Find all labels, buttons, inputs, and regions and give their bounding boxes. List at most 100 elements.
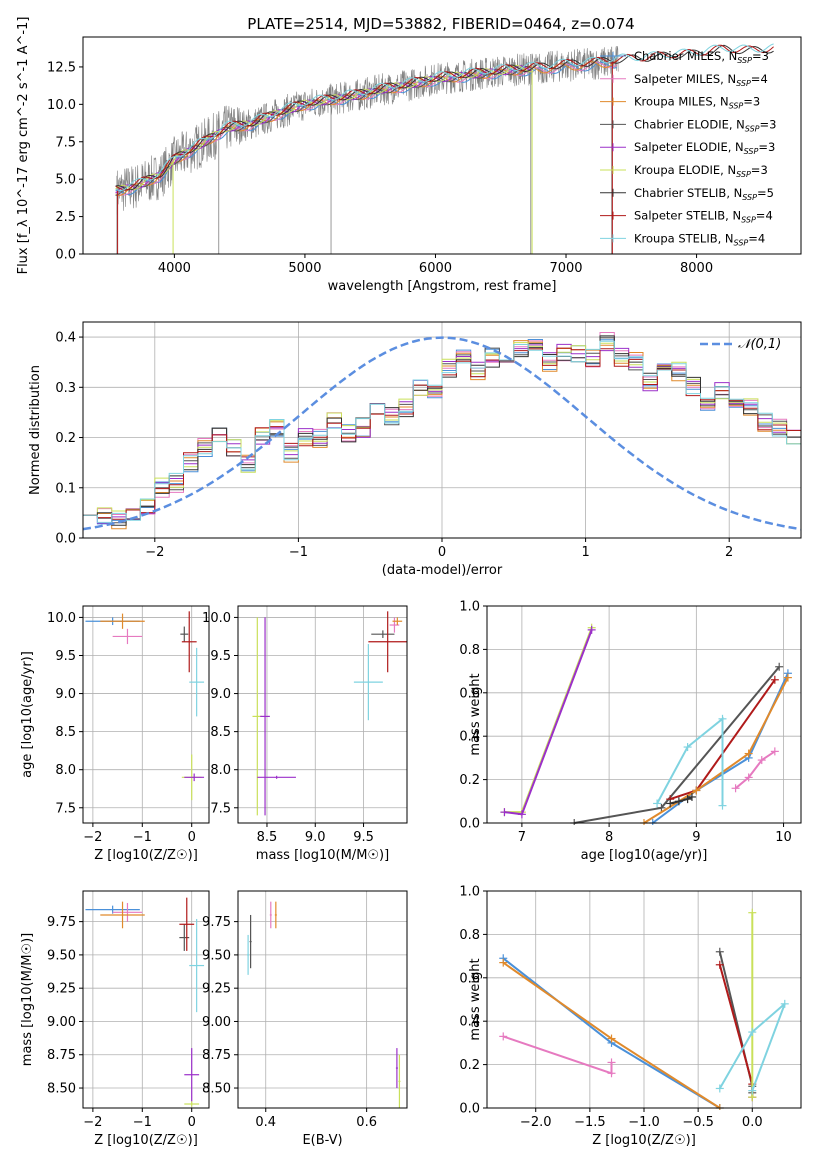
x-axis-label: Z [log10(Z/Z☉)] <box>592 1133 696 1148</box>
errorbar-point <box>260 617 270 816</box>
weight-marker <box>715 947 724 956</box>
plot-area <box>500 623 792 825</box>
x-tick-label: −1.0 <box>628 1115 660 1130</box>
legend-entry-name: Chabrier ELODIE <box>634 117 729 131</box>
y-tick-label: 9.00 <box>47 1015 76 1030</box>
x-axis-label: E(B-V) <box>302 1133 342 1148</box>
weight-marker <box>757 756 766 765</box>
y-tick-label: 0.8 <box>459 643 480 658</box>
weight-marker <box>744 749 753 758</box>
x-tick-label: −0.5 <box>682 1115 714 1130</box>
errorbar-point <box>179 924 190 951</box>
y-axis-label: age [log10(age/yr)] <box>20 651 35 778</box>
x-tick-label: 0 <box>438 545 446 560</box>
y-tick-label: 8.5 <box>210 725 231 740</box>
legend-entry-equals: = <box>751 163 761 177</box>
plot-area <box>252 611 407 816</box>
y-tick-label: 8.75 <box>47 1048 76 1063</box>
legend-entry-equals: = <box>757 186 767 200</box>
figure-title: PLATE=2514, MJD=53882, FIBERID=0464, z=0… <box>247 15 634 33</box>
axes-frame <box>82 36 802 255</box>
weight-marker <box>587 625 596 634</box>
weight-marker <box>692 786 701 795</box>
weight-marker <box>748 1086 757 1095</box>
y-tick-label: 8.75 <box>202 1048 231 1063</box>
plot-area <box>499 908 789 1110</box>
legend-entry: Chabrier ELODIE, NSSP=3 <box>634 117 776 133</box>
errorbar-point <box>179 897 195 951</box>
errorbar-point <box>184 773 205 782</box>
weight-marker <box>780 999 789 1008</box>
errorbar-point <box>100 613 145 629</box>
legend-entry-name: Salpeter STELIB <box>634 209 725 223</box>
errorbar-point <box>274 901 277 929</box>
weight-marker <box>674 797 683 806</box>
legend-entry-name: Salpeter MILES <box>634 72 720 86</box>
x-axis-label: age [log10(age/yr)] <box>581 848 708 863</box>
weight-line-chabrier-elodie <box>574 666 780 824</box>
x-tick-label: 9.5 <box>353 830 374 845</box>
mass-age-panel: 8.5 9.0 9.5 7.5 8.0 8.5 9.0 9.5 10.0 mass [log10(… <box>202 605 408 863</box>
weight-marker <box>748 908 757 917</box>
legend-entry: Salpeter STELIB, NSSP=4 <box>634 209 773 225</box>
weight-line-salpeter-miles <box>502 1035 613 1075</box>
legend-entry-name: Salpeter ELODIE <box>634 140 728 154</box>
errorbar-point <box>184 1048 200 1102</box>
weight-marker <box>744 773 753 782</box>
legend-entry-subscript: SSP <box>734 238 749 247</box>
legend-entry-subscript: SSP <box>745 124 760 133</box>
x-axis-label: wavelength [Angstrom, rest frame] <box>328 279 557 294</box>
legend-entry-nssp: 4 <box>760 72 767 86</box>
y-tick-label: 9.50 <box>47 948 76 963</box>
legend-entry-name: Kroupa STELIB <box>634 231 718 245</box>
legend-entry: Salpeter MILES, NSSP=4 <box>634 72 768 88</box>
legend-entry: Salpeter ELODIE, NSSP=3 <box>634 140 775 156</box>
weight-marker <box>770 675 779 684</box>
plot-area <box>85 611 205 801</box>
errorbar-point <box>249 914 252 969</box>
y-tick-label: 10.0 <box>47 98 76 113</box>
x-tick-label: 0 <box>188 1115 196 1130</box>
weight-marker <box>517 810 526 819</box>
legend-entry-nssp-prefix: , N <box>720 163 736 177</box>
legend-entry-subscript: SSP <box>737 56 752 65</box>
x-axis-label: Z [log10(Z/Z☉)] <box>94 848 198 863</box>
y-tick-label: 7.5 <box>55 801 76 816</box>
legend-entry-subscript: SSP <box>736 170 751 179</box>
y-tick-label: 9.5 <box>210 649 231 664</box>
x-tick-label: 8 <box>605 830 613 845</box>
legend-entry-equals: = <box>748 231 758 245</box>
y-tick-label: 8.50 <box>47 1082 76 1097</box>
weight-marker <box>715 1084 724 1093</box>
legend-entry-subscript: SSP <box>729 102 744 111</box>
legend-entry: Kroupa ELODIE, NSSP=3 <box>634 163 768 179</box>
y-tick-label: 9.0 <box>55 687 76 702</box>
errorbar-point <box>368 611 407 673</box>
extinction-mass-panel: 0.4 0.6 8.50 8.75 9.00 9.25 9.50 9.75 E(B-V) <box>202 890 408 1148</box>
plot-area <box>247 901 401 1108</box>
weight-line-kroupa-stelib <box>656 716 724 806</box>
model-spectrum-chabrier-stelib <box>115 44 774 191</box>
x-tick-label: 7000 <box>549 261 582 276</box>
y-tick-label: 8.5 <box>55 725 76 740</box>
x-tick-label: 7 <box>518 830 526 845</box>
histogram-salpeter-stelib <box>83 347 801 538</box>
weight-line-chabrier-stelib <box>669 796 693 805</box>
axes-frame <box>82 605 210 824</box>
legend-entry-nssp: 4 <box>758 231 765 245</box>
y-tick-label: 0.3 <box>55 381 76 396</box>
x-tick-label: −1 <box>289 545 308 560</box>
y-tick-label: 0.2 <box>55 431 76 446</box>
legend-entry-subscript: SSP <box>736 79 751 88</box>
errorbar-point <box>112 628 143 645</box>
y-tick-label: 0.0 <box>459 1102 480 1117</box>
legend-entry-nssp: 3 <box>753 95 760 109</box>
y-axis-label: Normed distribution <box>28 365 43 495</box>
legend-entry-name: Chabrier STELIB <box>634 186 726 200</box>
y-tick-label: 10.0 <box>202 611 231 626</box>
spectrum-panel: 4000 5000 6000 7000 8000 0.0 2.5 5.0 7.5 10.0 12.5… <box>16 17 802 294</box>
errorbar-point <box>189 647 205 717</box>
x-tick-label: 5000 <box>288 261 321 276</box>
x-tick-label: 9 <box>692 830 700 845</box>
